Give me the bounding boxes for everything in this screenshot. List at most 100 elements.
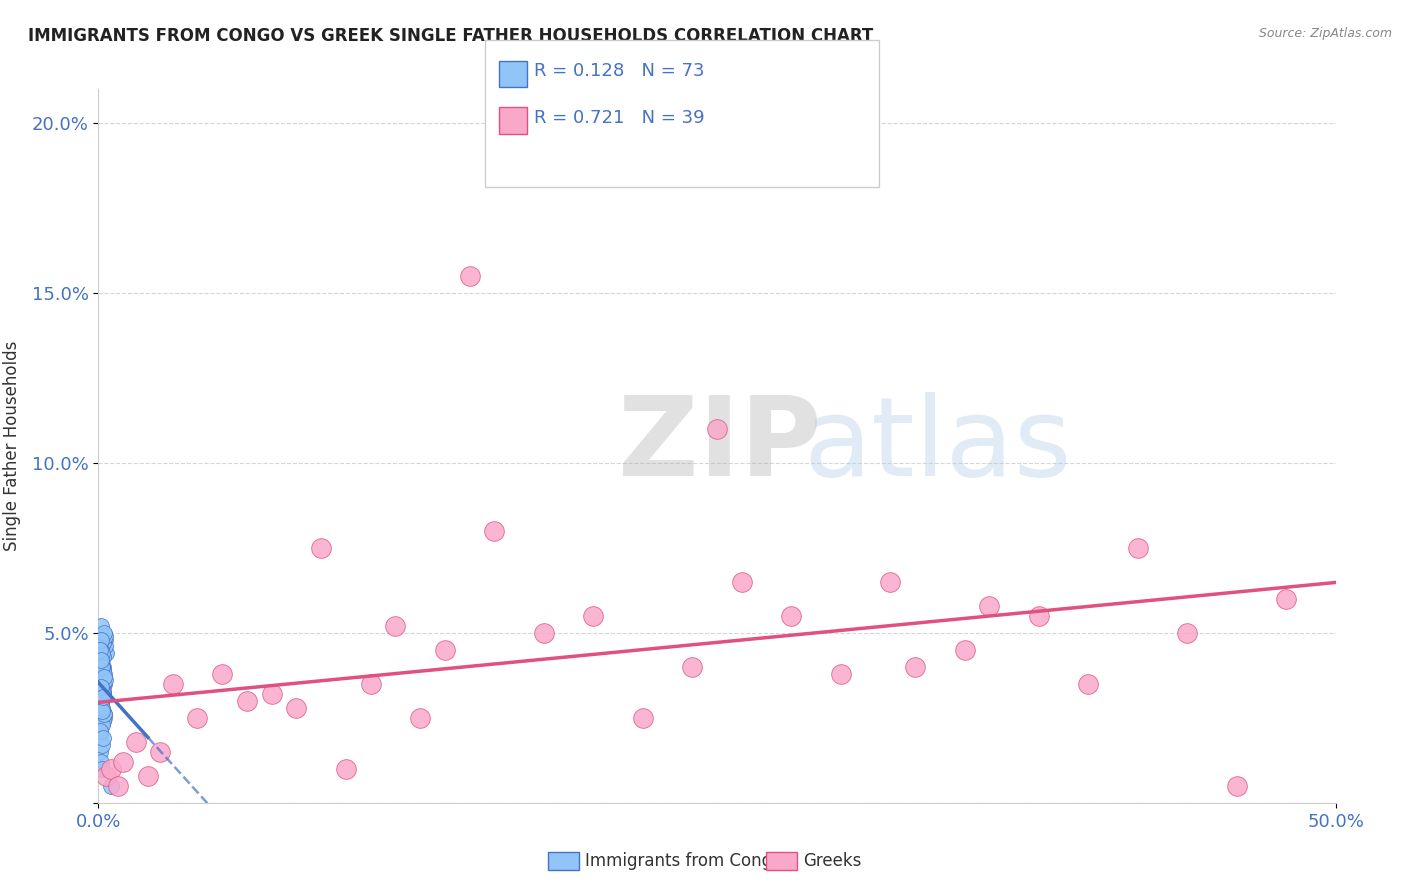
Point (112, 755, 135, 769)
Point (1275, 591, 1298, 606)
Point (433, 643, 456, 657)
Point (94, 646, 117, 660)
Point (91, 670, 114, 684)
Point (93, 711, 115, 725)
Point (94, 629, 117, 643)
Point (90, 619, 112, 633)
Point (979, 599, 1001, 613)
Point (90, 666, 112, 681)
Point (409, 711, 432, 725)
Point (149, 745, 172, 759)
Point (90, 643, 112, 657)
Point (90, 660, 112, 674)
Point (1028, 608, 1050, 623)
Point (93, 673, 115, 688)
Point (384, 619, 406, 633)
Point (91, 663, 114, 677)
Point (91, 700, 114, 714)
Point (91, 677, 114, 691)
Text: Greeks: Greeks (803, 852, 862, 870)
Point (90, 687, 112, 701)
Point (830, 666, 852, 681)
Point (731, 574, 754, 589)
Point (90, 657, 112, 671)
Point (90, 653, 112, 667)
Point (360, 677, 382, 691)
Point (1226, 779, 1249, 793)
Point (94, 769, 117, 783)
Point (89, 653, 111, 667)
Point (90, 632, 112, 647)
Point (91, 677, 114, 691)
Point (162, 677, 184, 691)
Point (100, 762, 122, 776)
Point (89, 643, 111, 657)
Point (100, 779, 122, 793)
Point (904, 660, 927, 674)
Text: ZIP: ZIP (619, 392, 821, 500)
Point (90, 646, 112, 660)
Point (90, 643, 112, 657)
Point (90, 698, 112, 712)
Point (93, 731, 115, 746)
Point (90, 700, 112, 714)
Point (681, 660, 703, 674)
Text: R = 0.721   N = 39: R = 0.721 N = 39 (534, 109, 704, 127)
Point (90, 694, 112, 708)
Point (93, 707, 115, 722)
Point (90, 762, 112, 776)
Point (91, 687, 114, 701)
Point (90, 717, 112, 731)
Point (91, 690, 114, 705)
Point (953, 643, 976, 657)
Y-axis label: Single Father Households: Single Father Households (3, 341, 21, 551)
Point (309, 541, 332, 555)
Point (631, 711, 654, 725)
Point (458, 269, 481, 284)
Point (1077, 677, 1099, 691)
Point (89, 728, 111, 742)
Point (90, 680, 112, 694)
Point (89, 745, 111, 759)
Point (706, 422, 728, 436)
Point (91, 636, 114, 650)
Point (89, 646, 111, 660)
Point (91, 687, 114, 701)
Point (93, 670, 115, 684)
Point (533, 626, 555, 640)
Point (89, 677, 111, 691)
Point (91, 683, 114, 698)
Point (90, 683, 112, 698)
Point (91, 660, 114, 674)
Point (93, 640, 115, 654)
Point (90, 694, 112, 708)
Point (90, 632, 112, 647)
Text: IMMIGRANTS FROM CONGO VS GREEK SINGLE FATHER HOUSEHOLDS CORRELATION CHART: IMMIGRANTS FROM CONGO VS GREEK SINGLE FA… (28, 27, 873, 45)
Point (107, 779, 129, 793)
Point (89, 724, 111, 739)
Point (91, 687, 114, 701)
Point (186, 711, 208, 725)
Point (90, 657, 112, 671)
Point (93, 673, 115, 688)
Point (91, 714, 114, 729)
Point (90, 694, 112, 708)
Text: R = 0.128   N = 73: R = 0.128 N = 73 (534, 62, 704, 80)
Point (89, 680, 111, 694)
Point (89, 721, 111, 735)
Point (91, 670, 114, 684)
Point (879, 574, 901, 589)
Text: atlas: atlas (804, 392, 1073, 500)
Point (91, 687, 114, 701)
Point (89, 663, 111, 677)
Point (93, 677, 115, 691)
Point (93, 649, 115, 664)
Text: Source: ZipAtlas.com: Source: ZipAtlas.com (1258, 27, 1392, 40)
Point (93, 632, 115, 647)
Point (90, 700, 112, 714)
Point (285, 700, 308, 714)
Point (89, 698, 111, 712)
Point (93, 666, 115, 681)
Point (124, 734, 146, 748)
Point (89, 690, 111, 705)
